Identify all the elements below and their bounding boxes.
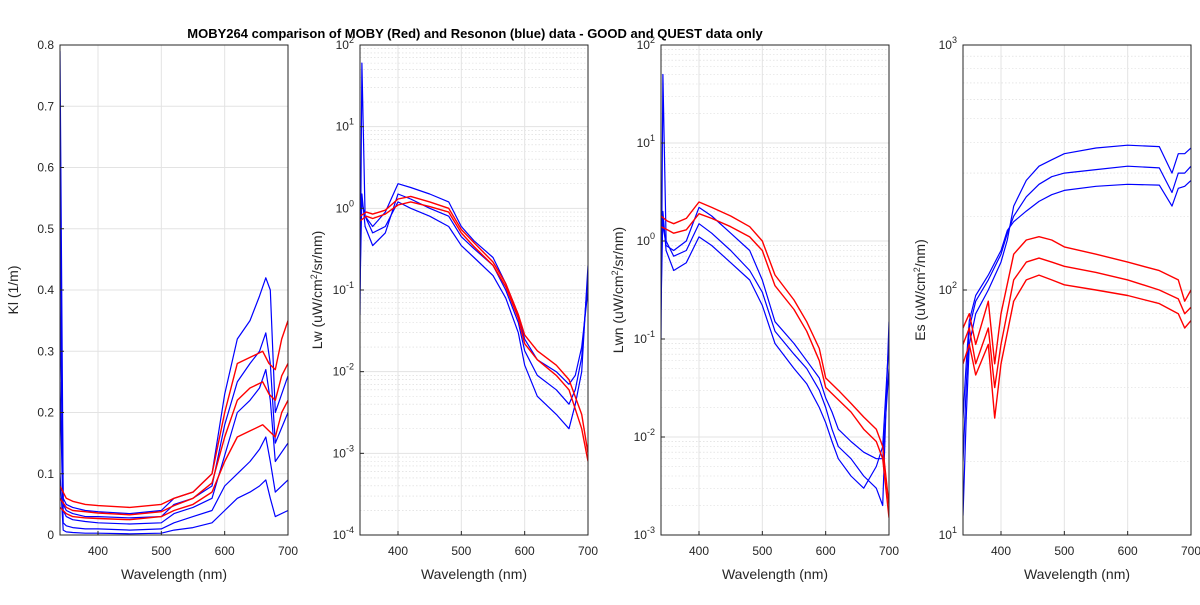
y-tick-label: 103 [939, 35, 957, 52]
x-axis-label: Wavelength (nm) [722, 566, 828, 582]
y-tick-label: 10-1 [333, 280, 354, 297]
y-tick-label: 0.8 [37, 38, 54, 52]
y-tick-label: 0.7 [37, 99, 54, 113]
x-axis-label: Wavelength (nm) [1024, 566, 1130, 582]
y-tick-label: 10-2 [634, 427, 655, 444]
y-tick-label: 101 [939, 525, 957, 542]
y-axis-label: Lw (uW/cm2/sr/nm) [309, 231, 325, 350]
y-tick-label: 0 [47, 528, 54, 542]
x-tick-label: 600 [215, 544, 235, 558]
y-tick-label: 0.5 [37, 222, 54, 236]
series-group [360, 62, 588, 462]
figure-title: MOBY264 comparison of MOBY (Red) and Res… [187, 26, 763, 41]
series-group [661, 73, 889, 518]
series-line-moby [360, 195, 588, 454]
x-tick-label: 600 [1118, 544, 1138, 558]
x-tick-label: 600 [515, 544, 535, 558]
series-line-resonon [661, 206, 889, 460]
series-line-resonon [360, 193, 588, 405]
series-line-moby [360, 201, 588, 462]
series-line-resonon [963, 144, 1191, 516]
x-tick-label: 400 [88, 544, 108, 558]
chart-panel-1: 400 500 600 700 0 0.1 0.2 0.3 0.4 0.5 0.6 0.7 0.8 Wav… [5, 38, 298, 582]
x-tick-label: 700 [278, 544, 298, 558]
y-axis-label: Lwn (uW/cm2/sr/nm) [610, 227, 626, 353]
y-tick-label: 0.3 [37, 344, 54, 358]
series-line-moby [60, 320, 288, 509]
series-line-moby [661, 201, 889, 506]
x-tick-label: 500 [752, 544, 772, 558]
series-line-moby [963, 257, 1191, 389]
plot-area [661, 45, 889, 535]
x-axis-label: Wavelength (nm) [121, 566, 227, 582]
x-tick-label: 700 [578, 544, 598, 558]
y-tick-label: 102 [637, 35, 655, 52]
y-tick-label: 10-1 [634, 329, 655, 346]
series-line-resonon [60, 381, 288, 531]
y-tick-label: 10-3 [333, 443, 354, 460]
y-axis-label: Kl (1/m) [5, 266, 21, 315]
y-tick-label: 10-3 [634, 525, 655, 542]
series-line-resonon [360, 62, 588, 430]
y-tick-label: 0.2 [37, 406, 54, 420]
series-group [60, 51, 288, 535]
series-line-resonon [661, 210, 889, 489]
series-line-moby [963, 235, 1191, 365]
series-line-resonon [60, 473, 288, 535]
series-line-moby [60, 399, 288, 521]
series-group [963, 144, 1191, 516]
y-tick-label: 0.4 [37, 283, 54, 297]
series-line-resonon [661, 73, 889, 507]
x-tick-label: 600 [816, 544, 836, 558]
y-tick-label: 0.6 [37, 161, 54, 175]
x-tick-label: 400 [388, 544, 408, 558]
y-tick-label: 102 [939, 280, 957, 297]
chart-panel-3: 400 500 600 700 10-3 10-2 10-1 100 101 102 Wavelen… [610, 35, 899, 582]
series-line-moby [60, 363, 288, 516]
y-tick-label: 100 [336, 198, 354, 215]
series-line-resonon [360, 183, 588, 385]
axes-box [660, 44, 890, 536]
x-tick-label: 700 [1181, 544, 1200, 558]
y-tick-label: 100 [637, 231, 655, 248]
x-tick-label: 400 [689, 544, 709, 558]
y-axis-label: Es (uW/cm2/nm) [912, 239, 928, 340]
chart-panel-4: 400 500 600 700 101 102 103 Wavelength (nm) Es (… [912, 35, 1200, 582]
x-tick-label: 700 [879, 544, 899, 558]
y-tick-label: 101 [637, 133, 655, 150]
y-tick-label: 10-4 [333, 525, 354, 542]
y-tick-label: 0.1 [37, 467, 54, 481]
x-tick-label: 500 [1054, 544, 1074, 558]
series-line-resonon [963, 179, 1191, 419]
x-tick-label: 400 [991, 544, 1011, 558]
x-axis-label: Wavelength (nm) [421, 566, 527, 582]
y-tick-label: 102 [336, 35, 354, 52]
series-line-resonon [963, 165, 1191, 462]
y-tick-label: 101 [336, 117, 354, 134]
x-tick-label: 500 [151, 544, 171, 558]
x-tick-label: 500 [451, 544, 471, 558]
chart-panel-2: 400 500 600 700 10-4 10-3 10-2 10-1 100 101 102 Wav… [309, 35, 598, 582]
y-tick-label: 10-2 [333, 362, 354, 379]
series-line-moby [963, 274, 1191, 419]
series-line-resonon [60, 289, 288, 525]
series-line-moby [661, 212, 889, 518]
